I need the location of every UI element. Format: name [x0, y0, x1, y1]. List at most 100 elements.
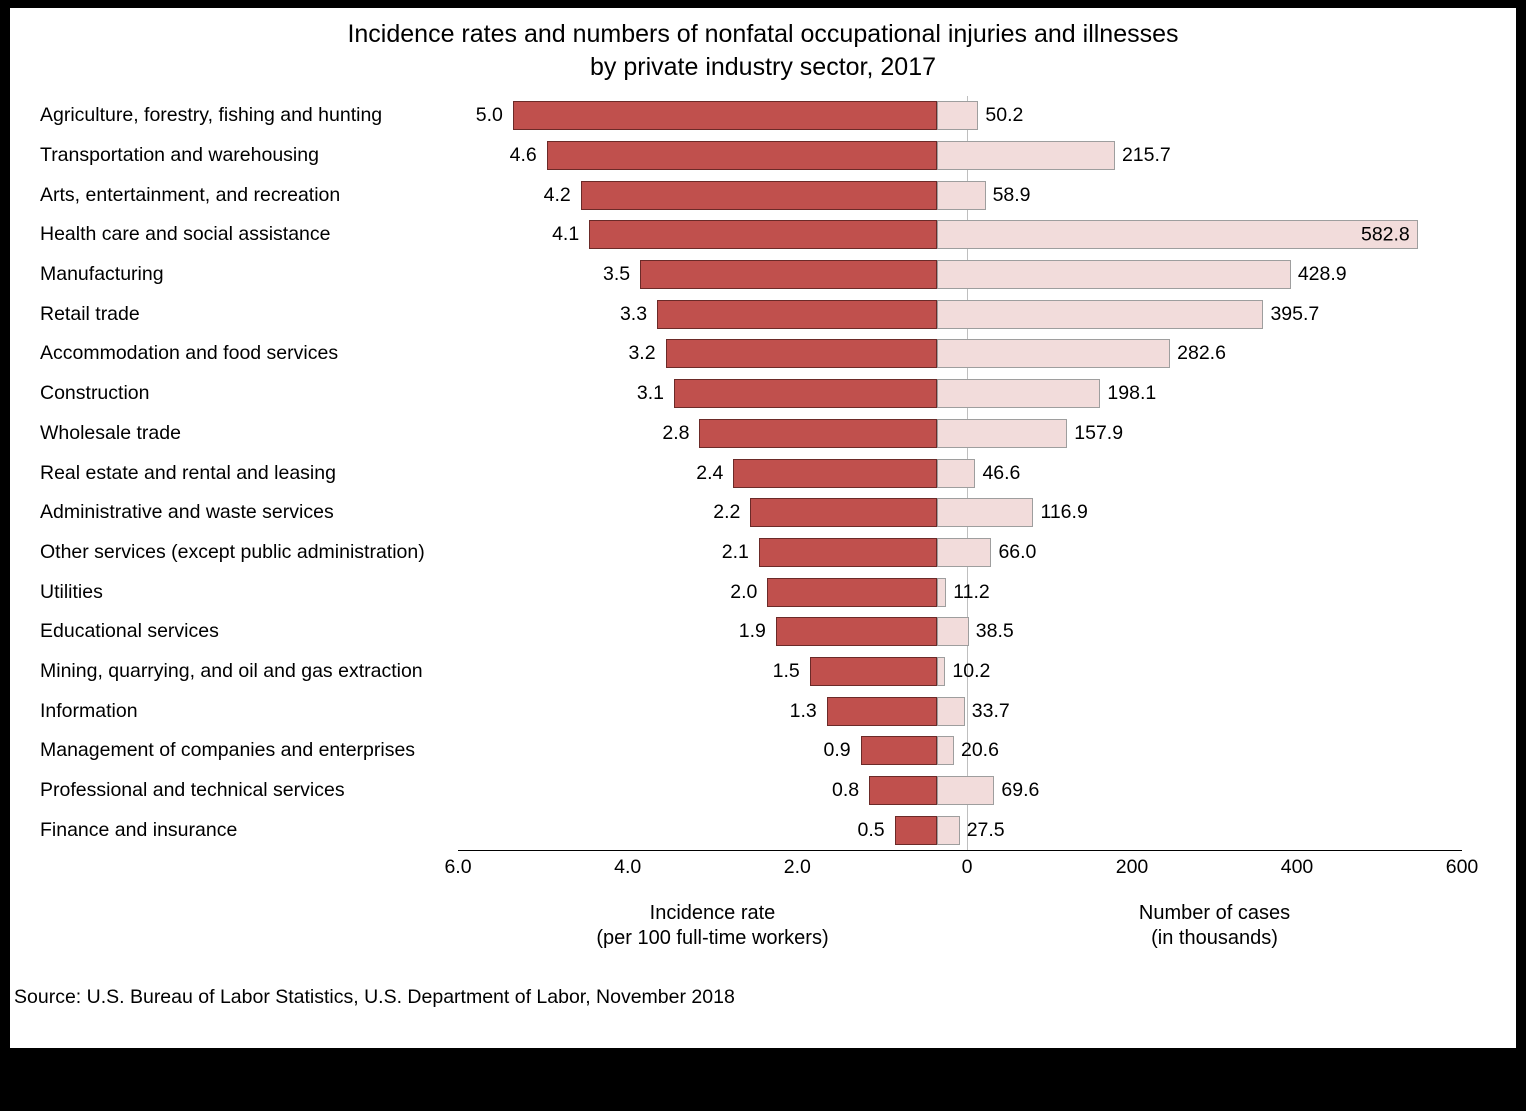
- cases-bar-area: 46.6: [937, 458, 1432, 488]
- rate-bar-area: 2.2: [428, 498, 937, 528]
- rate-bar: [657, 299, 937, 329]
- cases-bar: [937, 418, 1068, 448]
- rate-bar: [640, 260, 937, 290]
- category-label: Information: [40, 699, 138, 722]
- cases-bar-area: 198.1: [937, 379, 1432, 409]
- rate-value-label: 2.1: [721, 540, 749, 563]
- rate-bar-area: 0.8: [428, 776, 937, 806]
- rate-bar: [512, 101, 937, 131]
- rate-bar: [767, 577, 937, 607]
- cases-bar-area: 157.9: [937, 418, 1432, 448]
- cases-value-label: 157.9: [1074, 421, 1124, 444]
- axis-tick-label: 0: [961, 856, 973, 879]
- rate-bar-area: 3.3: [428, 299, 937, 329]
- rate-value-label: 3.2: [628, 342, 656, 365]
- rate-value-label: 1.9: [738, 620, 766, 643]
- cases-bar: [937, 260, 1291, 290]
- category-label: Finance and insurance: [40, 818, 238, 841]
- category-label: Real estate and rental and leasing: [40, 461, 336, 484]
- cases-bar-area: 33.7: [937, 696, 1432, 726]
- rate-value-label: 2.2: [713, 501, 741, 524]
- rate-bar-area: 3.1: [428, 379, 937, 409]
- rate-bar-area: 4.2: [428, 180, 937, 210]
- rate-bar-area: 2.1: [428, 537, 937, 567]
- cases-value-label: 50.2: [985, 104, 1024, 127]
- rate-bar: [758, 537, 937, 567]
- cases-bar: [937, 458, 976, 488]
- category-label: Agriculture, forestry, fishing and hunti…: [40, 104, 383, 127]
- chart-row: Health care and social assistance 4.1 582.…: [10, 215, 1516, 255]
- rate-bar-area: 2.0: [428, 577, 937, 607]
- chart-row: Retail trade 3.3 395.7: [10, 294, 1516, 334]
- chart-row: Professional and technical services 0.8 69…: [10, 771, 1516, 811]
- category-label: Mining, quarrying, and oil and gas extra…: [40, 659, 423, 682]
- category-label: Manufacturing: [40, 263, 164, 286]
- rate-value-label: 4.1: [552, 223, 580, 246]
- rate-bar: [860, 736, 937, 766]
- category-label: Retail trade: [40, 302, 140, 325]
- axis-tick-label: 2.0: [783, 856, 811, 879]
- chart-row: Arts, entertainment, and recreation 4.2 58…: [10, 175, 1516, 215]
- chart-row: Wholesale trade 2.8 157.9: [10, 414, 1516, 454]
- cases-bar: [937, 299, 1264, 329]
- rate-value-label: 4.6: [509, 144, 537, 167]
- left-axis-title: Incidence rate (per 100 full-time worker…: [596, 902, 829, 950]
- category-label: Other services (except public administra…: [40, 540, 425, 563]
- cases-bar-area: 66.0: [937, 537, 1432, 567]
- chart-row: Mining, quarrying, and oil and gas extra…: [10, 652, 1516, 692]
- cases-value-label: 27.5: [966, 818, 1005, 841]
- rate-bar: [580, 180, 937, 210]
- rate-bar: [589, 220, 937, 250]
- rate-value-label: 0.5: [857, 818, 885, 841]
- rate-value-label: 3.3: [619, 302, 648, 325]
- cases-bar-area: 428.9: [937, 260, 1432, 290]
- cases-value-label: 11.2: [953, 580, 990, 603]
- cases-bar-area: 38.5: [937, 617, 1432, 647]
- cases-value-label: 38.5: [975, 620, 1014, 643]
- cases-bar-area: 116.9: [937, 498, 1432, 528]
- category-label: Utilities: [40, 580, 103, 603]
- rate-bar-area: 2.4: [428, 458, 937, 488]
- category-label: Educational services: [40, 620, 219, 643]
- axis-tick-label: 600: [1445, 856, 1479, 879]
- chart-row: Manufacturing 3.5 428.9: [10, 255, 1516, 295]
- cases-bar: [937, 815, 960, 845]
- cases-bar: [937, 776, 995, 806]
- rate-value-label: 2.8: [662, 421, 690, 444]
- chart-title: Incidence rates and numbers of nonfatal …: [347, 20, 1179, 81]
- category-label: Management of companies and enterprises: [40, 739, 416, 762]
- cases-bar: [937, 379, 1101, 409]
- chart-row: Real estate and rental and leasing 2.4 46.…: [10, 453, 1516, 493]
- cases-bar: [937, 101, 979, 131]
- rate-value-label: 2.4: [696, 461, 724, 484]
- rate-bar: [546, 141, 937, 171]
- rate-bar-area: 4.1: [428, 220, 937, 250]
- chart-row: Construction 3.1 198.1: [10, 374, 1516, 414]
- cases-bar: [937, 656, 946, 686]
- cases-bar-area: 582.8: [937, 220, 1432, 250]
- cases-value-label: 395.7: [1270, 302, 1320, 325]
- category-label: Accommodation and food services: [40, 342, 339, 365]
- cases-value-label: 198.1: [1107, 382, 1157, 405]
- rate-bar-area: 2.8: [428, 418, 937, 448]
- rate-value-label: 3.5: [602, 263, 631, 286]
- cases-value-label: 46.6: [982, 461, 1021, 484]
- cases-value-label: 10.2: [952, 659, 991, 682]
- rate-bar: [699, 418, 937, 448]
- cases-bar: [937, 498, 1034, 528]
- cases-bar: [937, 180, 986, 210]
- cases-bar-area: 215.7: [937, 141, 1432, 171]
- cases-bar: [937, 617, 969, 647]
- cases-bar-area: 282.6: [937, 339, 1432, 369]
- cases-value-label: 215.7: [1121, 144, 1171, 167]
- rate-bar: [733, 458, 937, 488]
- x-axis-line: 6.0 4.0 2.0 0 200 400 600: [444, 850, 1478, 887]
- page-frame: Incidence rates and numbers of nonfatal …: [10, 8, 1516, 1048]
- cases-bar-area: 69.6: [937, 776, 1432, 806]
- cases-bar: [937, 339, 1171, 369]
- rate-bar: [826, 696, 937, 726]
- category-label: Wholesale trade: [40, 421, 181, 444]
- category-label: Arts, entertainment, and recreation: [40, 183, 341, 206]
- rate-bar: [674, 379, 937, 409]
- axis-tick-label: 4.0: [614, 856, 642, 879]
